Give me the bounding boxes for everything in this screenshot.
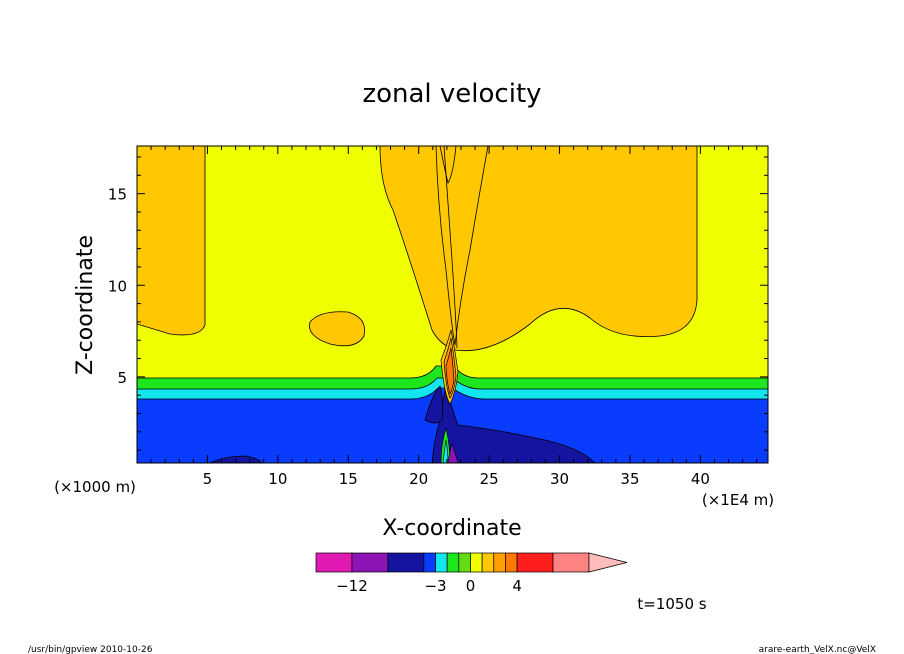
colorbar-cell (516, 552, 554, 573)
colorbar-ticks: −12 −3 0 4 (336, 577, 522, 595)
time-label: t=1050 s (637, 595, 706, 613)
x-tick-label: 25 (480, 470, 499, 488)
colorbar-cell (470, 552, 483, 573)
contour-line (439, 146, 457, 185)
colorbar-cell (315, 552, 353, 573)
colorbar-cell (387, 552, 425, 573)
contour-purple-core (447, 443, 459, 463)
colorbar-tick-label: −3 (424, 577, 446, 595)
footer-right: arare-earth_VelX.nc@VelX (759, 645, 876, 654)
x-unit-right: (×1E4 m) (702, 491, 774, 509)
footer-left: /usr/bin/gpview 2010-10-26 (28, 645, 153, 654)
contour-bubble (309, 311, 366, 347)
colorbar-tick-label: −12 (336, 577, 368, 595)
x-tick-label: 15 (339, 470, 358, 488)
colorbar-cell (423, 552, 436, 573)
y-tick-label: 10 (108, 277, 127, 295)
y-tick-label: 15 (108, 186, 127, 204)
colorbar-cell (505, 552, 518, 573)
x-axis: 5 10 15 20 25 30 35 40 (150, 146, 758, 488)
colorbar-cell (552, 552, 590, 573)
plot-frame (136, 145, 769, 464)
colorbar-cell (481, 552, 495, 573)
x-tick-label: 40 (691, 470, 710, 488)
colorbar (315, 552, 628, 573)
y-tick-label: 5 (117, 369, 127, 387)
contour-line (435, 146, 489, 346)
x-tick-label: 20 (409, 470, 428, 488)
contour-line (443, 146, 458, 349)
x-tick-label: 5 (203, 470, 213, 488)
colorbar-cell (493, 552, 506, 573)
contour-upper-left (137, 146, 206, 336)
colorbar-overflow-arrow (588, 552, 628, 573)
colorbar-cell (435, 552, 448, 573)
contour-jet-core (445, 347, 455, 395)
colorbar-tick-label: 4 (512, 577, 522, 595)
contour-field (137, 146, 768, 463)
x-tick-label: 30 (550, 470, 569, 488)
x-tick-label: 10 (268, 470, 287, 488)
contour-navy-core (424, 385, 444, 424)
contour-cyan-core (442, 439, 449, 463)
colorbar-cell (458, 552, 471, 573)
chart-title: zonal velocity (362, 79, 541, 109)
x-tick-label: 35 (620, 470, 639, 488)
colorbar-cell (351, 552, 389, 573)
colorbar-tick-label: 0 (466, 577, 476, 595)
x-axis-label: X-coordinate (382, 516, 521, 541)
x-unit-left: (×1000 m) (54, 478, 136, 496)
colorbar-cell (446, 552, 460, 573)
contour-upper-right (379, 146, 698, 352)
y-axis: 5 10 15 (108, 156, 768, 451)
y-axis-label: Z-coordinate (73, 235, 98, 375)
